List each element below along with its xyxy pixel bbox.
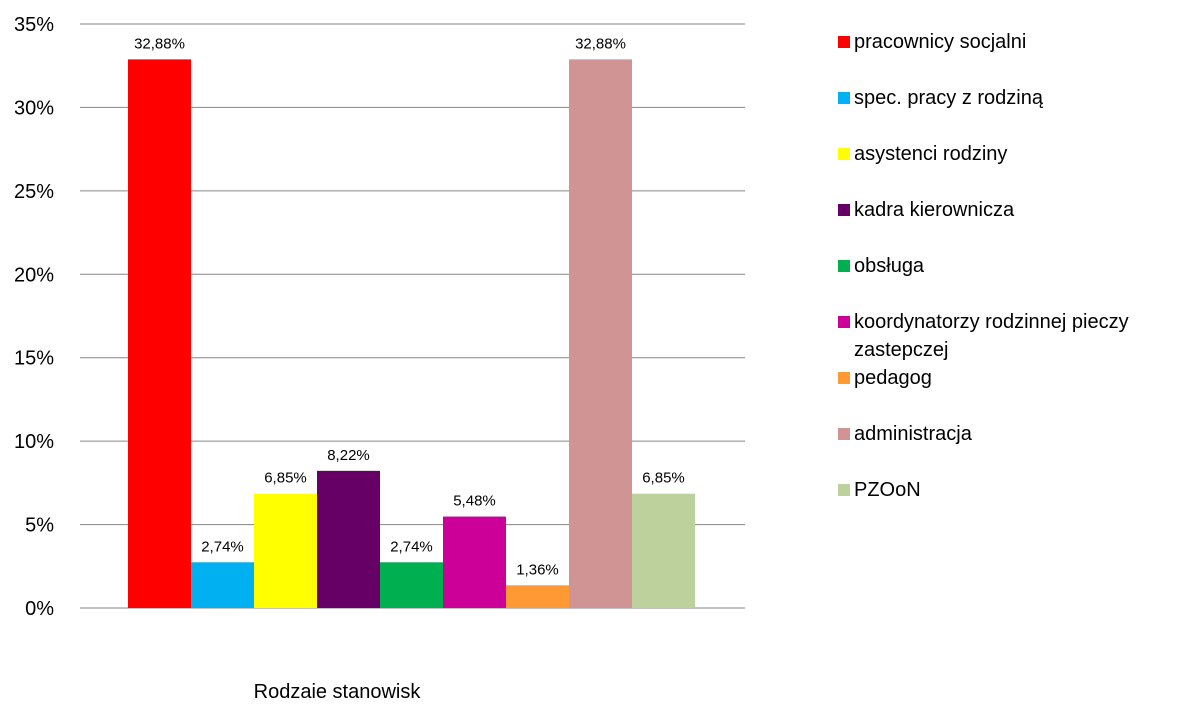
y-tick-label: 5%	[25, 515, 54, 537]
x-axis-title: Rodzaie stanowisk	[254, 681, 422, 703]
bar	[254, 493, 317, 608]
legend-item: koordynatorzy rodzinnej pieczy zastepcze…	[838, 308, 1194, 364]
y-tick-label: 10%	[14, 431, 54, 453]
legend-label: pracownicy socjalni	[854, 31, 1027, 53]
legend-swatch	[838, 372, 850, 384]
legend-swatch	[838, 204, 850, 216]
legend-item: pedagog	[838, 364, 1194, 392]
data-label: 8,22%	[327, 447, 370, 464]
legend-swatch	[838, 36, 850, 48]
legend-label: pedagog	[854, 367, 932, 389]
bars	[128, 59, 695, 608]
y-tick-label: 0%	[25, 598, 54, 620]
data-label: 6,85%	[642, 470, 685, 487]
legend-item: administracja	[838, 420, 1194, 448]
legend-label: kadra kierownicza	[854, 199, 1015, 221]
data-label: 1,36%	[516, 561, 559, 578]
data-label: 2,74%	[390, 538, 433, 555]
legend-swatch	[838, 316, 850, 328]
legend-label: administracja	[854, 423, 972, 445]
y-tick-label: 35%	[14, 14, 54, 36]
bar	[191, 562, 254, 608]
bar	[317, 470, 380, 608]
legend-item: pracownicy socjalni	[838, 28, 1194, 56]
y-tick-label: 25%	[14, 181, 54, 203]
bar	[128, 59, 191, 608]
data-labels: 32,88% 2,74% 6,85% 8,22% 2,74% 5,48% 1,36% 32,8…	[134, 35, 685, 578]
y-tick-label: 15%	[14, 348, 54, 370]
legend-swatch	[838, 260, 850, 272]
y-axis-tick-labels: 0% 5% 10% 15% 20% 25% 30% 35%	[14, 14, 54, 620]
legend-label: PZOoN	[854, 479, 921, 501]
bar	[506, 585, 569, 608]
legend-item: PZOoN	[838, 476, 1194, 504]
data-label: 2,74%	[201, 538, 244, 555]
data-label: 32,88%	[134, 35, 185, 52]
legend-label: koordynatorzy rodzinnej pieczy zastepcze…	[854, 311, 1129, 361]
data-label: 32,88%	[575, 35, 626, 52]
legend-label: spec. pracy z rodziną	[854, 87, 1043, 109]
legend-label: asystenci rodziny	[854, 143, 1008, 165]
legend-label: obsługa	[854, 255, 925, 277]
y-tick-label: 20%	[14, 264, 54, 286]
legend-swatch	[838, 148, 850, 160]
legend-swatch	[838, 92, 850, 104]
y-tick-label: 30%	[14, 97, 54, 119]
bar	[380, 562, 443, 608]
legend-swatch	[838, 428, 850, 440]
legend-item: asystenci rodziny	[838, 140, 1194, 168]
bar	[443, 516, 506, 608]
data-label: 6,85%	[264, 470, 307, 487]
data-label: 5,48%	[453, 493, 496, 510]
legend-item: spec. pracy z rodziną	[838, 84, 1194, 112]
bar	[632, 493, 695, 608]
legend-swatch	[838, 484, 850, 496]
legend-item: obsługa	[838, 252, 1194, 280]
legend-item: kadra kierownicza	[838, 196, 1194, 224]
bar	[569, 59, 632, 608]
